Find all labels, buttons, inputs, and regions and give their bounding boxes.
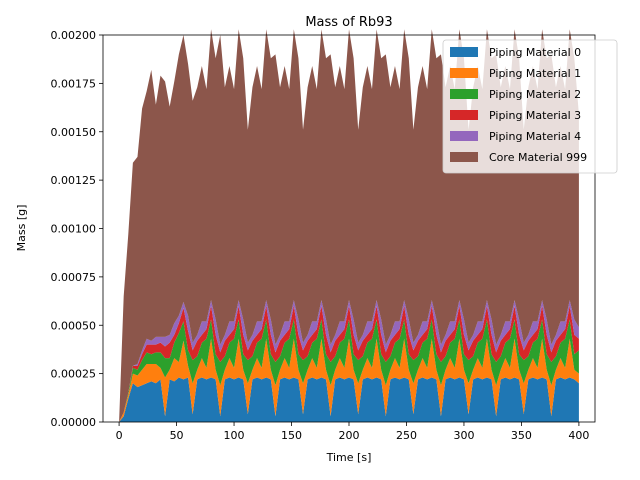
y-axis: 0.00000 0.00025 0.00050 0.00075 0.00100 0.001…: [51, 29, 103, 429]
chart-title: Mass of Rb93: [305, 15, 392, 30]
legend-swatch: [450, 68, 478, 78]
legend-swatch: [450, 152, 478, 162]
x-tick-label: 50: [170, 429, 184, 442]
area-series-1: [119, 338, 579, 422]
x-tick-label: 400: [568, 429, 589, 442]
y-tick-label: 0.00000: [51, 416, 97, 429]
x-tick-label: 150: [281, 429, 302, 442]
legend-label: Piping Material 2: [489, 88, 581, 101]
legend-label: Piping Material 1: [489, 67, 581, 80]
legend-swatch: [450, 131, 478, 141]
area-series-4: [119, 300, 579, 422]
legend-label: Piping Material 4: [489, 130, 581, 143]
y-tick-label: 0.00100: [51, 223, 97, 236]
y-tick-label: 0.00075: [51, 271, 97, 284]
x-tick-label: 250: [396, 429, 417, 442]
y-tick-label: 0.00125: [51, 174, 97, 187]
area-series-0: [119, 377, 579, 422]
x-tick-label: 350: [511, 429, 532, 442]
y-tick-label: 0.00175: [51, 77, 97, 90]
x-axis: 0 50 100 150 200 250 300 350 400: [116, 422, 589, 442]
legend-swatch: [450, 47, 478, 57]
legend-swatch: [450, 110, 478, 120]
legend-label: Piping Material 3: [489, 109, 581, 122]
x-tick-label: 100: [224, 429, 245, 442]
y-tick-label: 0.00050: [51, 319, 97, 332]
area-series-2: [119, 319, 579, 422]
legend-swatch: [450, 89, 478, 99]
y-tick-label: 0.00025: [51, 368, 97, 381]
legend-label: Core Material 999: [489, 151, 587, 164]
x-tick-label: 0: [116, 429, 123, 442]
legend-label: Piping Material 0: [489, 46, 581, 59]
y-tick-label: 0.00200: [51, 29, 97, 42]
x-axis-label: Time [s]: [326, 451, 372, 464]
y-axis-label: Mass [g]: [15, 205, 28, 252]
legend: Piping Material 0 Piping Material 1 Piping…: [442, 39, 618, 174]
y-tick-label: 0.00150: [51, 126, 97, 139]
area-series-3: [119, 305, 579, 422]
legend-box: [442, 39, 618, 174]
x-tick-label: 200: [339, 429, 360, 442]
x-tick-label: 300: [453, 429, 474, 442]
